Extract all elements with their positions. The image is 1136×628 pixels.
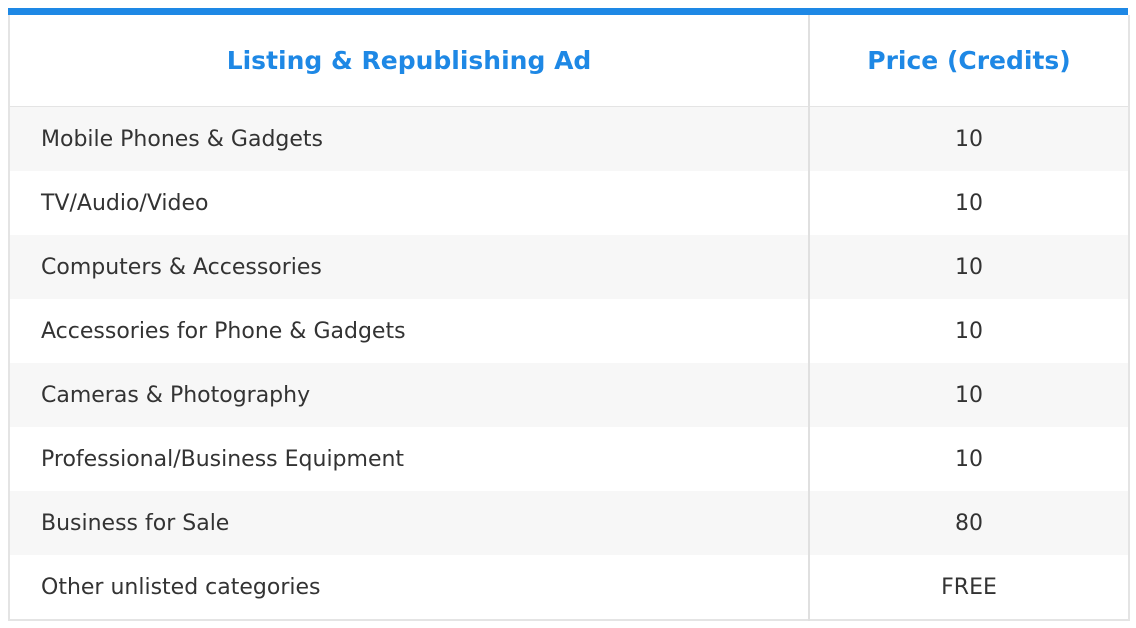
price-cell: 10 [808, 299, 1129, 363]
table-row: TV/Audio/Video 10 [9, 171, 1129, 235]
table-row: Other unlisted categories FREE [9, 555, 1129, 620]
header-price: Price (Credits) [808, 15, 1129, 107]
price-cell: 10 [808, 235, 1129, 299]
header-listing: Listing & Republishing Ad [9, 15, 809, 107]
category-cell: Computers & Accessories [9, 235, 809, 299]
category-cell: Business for Sale [9, 491, 809, 555]
table-row: Computers & Accessories 10 [9, 235, 1129, 299]
table-row: Business for Sale 80 [9, 491, 1129, 555]
price-cell: 10 [808, 427, 1129, 491]
table-row: Mobile Phones & Gadgets 10 [9, 106, 1129, 171]
price-cell: FREE [808, 555, 1129, 620]
category-cell: Mobile Phones & Gadgets [9, 106, 809, 171]
pricing-table: Listing & Republishing Ad Price (Credits… [8, 15, 1130, 621]
table-header-row: Listing & Republishing Ad Price (Credits… [9, 15, 1129, 107]
category-cell: Cameras & Photography [9, 363, 809, 427]
category-cell: TV/Audio/Video [9, 171, 809, 235]
table-row: Cameras & Photography 10 [9, 363, 1129, 427]
pricing-table-container: Listing & Republishing Ad Price (Credits… [8, 8, 1130, 621]
category-cell: Accessories for Phone & Gadgets [9, 299, 809, 363]
table-row: Accessories for Phone & Gadgets 10 [9, 299, 1129, 363]
price-cell: 80 [808, 491, 1129, 555]
price-cell: 10 [808, 363, 1129, 427]
table-accent-bar [8, 8, 1128, 15]
category-cell: Other unlisted categories [9, 555, 809, 620]
price-cell: 10 [808, 171, 1129, 235]
category-cell: Professional/Business Equipment [9, 427, 809, 491]
price-cell: 10 [808, 106, 1129, 171]
table-row: Professional/Business Equipment 10 [9, 427, 1129, 491]
